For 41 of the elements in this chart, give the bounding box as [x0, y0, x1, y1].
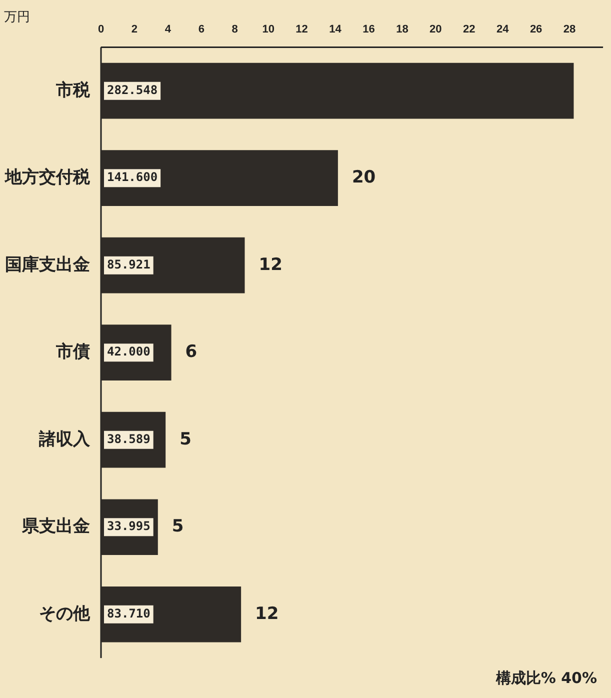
- x-tick-label: 0: [98, 24, 104, 36]
- y-tick-label: 市債: [55, 342, 90, 362]
- annotation: 38.589: [107, 432, 150, 446]
- y-tick-label: 市税: [55, 80, 91, 100]
- annotation: 141.600: [107, 170, 158, 184]
- x-tick-label: 14: [329, 24, 342, 36]
- bar: [101, 150, 338, 206]
- x-tick-label: 16: [362, 24, 375, 36]
- annotation: 282.548: [107, 82, 158, 97]
- y-tick-label: 県支出金: [21, 516, 90, 537]
- annotation: 12: [258, 254, 282, 275]
- annotation: 12: [255, 604, 279, 624]
- x-tick-label: 10: [262, 24, 274, 36]
- annotation: 42.000: [107, 344, 150, 359]
- bar: [101, 586, 242, 642]
- x-tick-label: 28: [563, 24, 576, 36]
- bar: [101, 237, 245, 294]
- annotation: 6: [185, 342, 198, 362]
- x-tick-label: 2: [131, 24, 138, 36]
- x-tick-label: 26: [530, 24, 542, 36]
- annotation: 85.921: [107, 257, 150, 272]
- x-tick-label: 24: [496, 24, 510, 36]
- bar: [101, 62, 574, 119]
- x-tick-label: 12: [296, 24, 308, 36]
- annotation: 20: [352, 168, 376, 188]
- annotation: 83.710: [107, 606, 150, 620]
- y-axis-title: 万円: [4, 9, 30, 26]
- annotation: 5: [180, 429, 192, 450]
- y-tick-label: 国庫支出金: [5, 254, 90, 275]
- x-tick-label: 18: [396, 24, 408, 36]
- x-tick-label: 6: [198, 24, 204, 36]
- annotation: 5: [172, 516, 184, 537]
- text: 構成比% 40%: [496, 669, 597, 687]
- x-tick-label: 20: [430, 24, 442, 36]
- y-tick-label: 諸収入: [38, 429, 91, 450]
- y-tick-label: その他: [39, 604, 91, 624]
- y-tick-label: 地方交付税: [4, 168, 91, 188]
- x-tick-label: 22: [463, 24, 476, 36]
- x-tick-label: 8: [232, 24, 238, 36]
- x-tick-label: 4: [164, 24, 172, 36]
- annotation: 33.995: [107, 519, 150, 534]
